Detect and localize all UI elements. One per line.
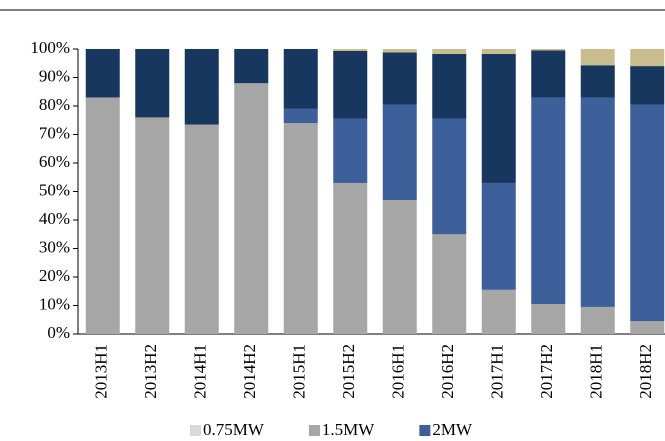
bar-segment	[432, 49, 467, 54]
legend-label: 1.5MW	[322, 420, 375, 439]
y-tick-label: 60%	[39, 152, 70, 171]
y-tick-label: 70%	[39, 123, 70, 142]
bar-segment	[531, 49, 566, 51]
bar-segment	[580, 97, 615, 307]
bar-segment	[580, 49, 615, 66]
y-tick-label: 0%	[47, 323, 70, 342]
x-tick-label: 2016H1	[389, 344, 408, 399]
bar-segment	[432, 118, 467, 235]
bar-segment	[531, 97, 566, 305]
x-tick-label: 2017H2	[537, 344, 556, 399]
y-tick-label: 90%	[39, 66, 70, 85]
x-tick-label: 2015H2	[339, 344, 358, 399]
bar-segment	[481, 289, 516, 334]
x-tick-label: 2017H1	[488, 344, 507, 399]
bar-segment	[580, 306, 615, 334]
bar-segment	[382, 104, 417, 201]
y-tick-label: 80%	[39, 95, 70, 114]
x-tick-label: 2018H1	[587, 344, 606, 399]
x-tick-label: 2014H2	[240, 344, 259, 399]
bar-segment	[382, 52, 417, 105]
bar-segment	[283, 123, 318, 334]
legend-label: 2MW	[432, 420, 473, 439]
y-tick-label: 10%	[39, 294, 70, 313]
bar-segment	[184, 124, 219, 335]
x-tick-label: 2015H1	[290, 344, 309, 399]
legend-swatch	[419, 425, 431, 436]
y-tick-label: 20%	[39, 266, 70, 285]
bar-segment	[630, 321, 665, 334]
legend-swatch	[308, 425, 320, 436]
y-tick-label: 50%	[39, 180, 70, 199]
bar-segment	[531, 50, 566, 98]
bar-segment	[481, 53, 516, 183]
bar-segment	[531, 304, 566, 334]
x-tick-label: 2016H2	[438, 344, 457, 399]
x-tick-label: 2018H2	[636, 344, 655, 399]
bar-segment	[481, 49, 516, 54]
bar-segment	[432, 53, 467, 119]
bar-segment	[85, 97, 120, 334]
bar-segment	[283, 49, 318, 109]
bar-segment	[333, 49, 368, 51]
bar-segment	[630, 49, 665, 67]
bar-segment	[333, 50, 368, 119]
bar-segment	[382, 49, 417, 53]
bar-segment	[234, 49, 269, 84]
legend-swatch	[190, 425, 201, 436]
bar-segment	[382, 200, 417, 334]
y-tick-label: 100%	[30, 38, 70, 57]
bar-segment	[630, 104, 665, 322]
bar-segment	[234, 83, 269, 334]
legend-label: 0.75MW	[203, 420, 265, 439]
bar-segment	[184, 49, 219, 125]
bar-segment	[135, 49, 170, 118]
bar-segment	[580, 65, 615, 98]
bar-segment	[432, 234, 467, 334]
x-tick-label: 2013H2	[141, 344, 160, 399]
bar-segment	[333, 182, 368, 334]
bar-segment	[630, 66, 665, 105]
x-tick-label: 2014H1	[191, 344, 210, 399]
x-tick-label: 2013H1	[92, 344, 111, 399]
bar-segment	[481, 182, 516, 290]
bar-segment	[85, 49, 120, 98]
bar-segment	[333, 118, 368, 183]
bar-segment	[135, 117, 170, 335]
y-tick-label: 30%	[39, 237, 70, 256]
y-tick-label: 40%	[39, 209, 70, 228]
bar-segment	[283, 108, 318, 124]
